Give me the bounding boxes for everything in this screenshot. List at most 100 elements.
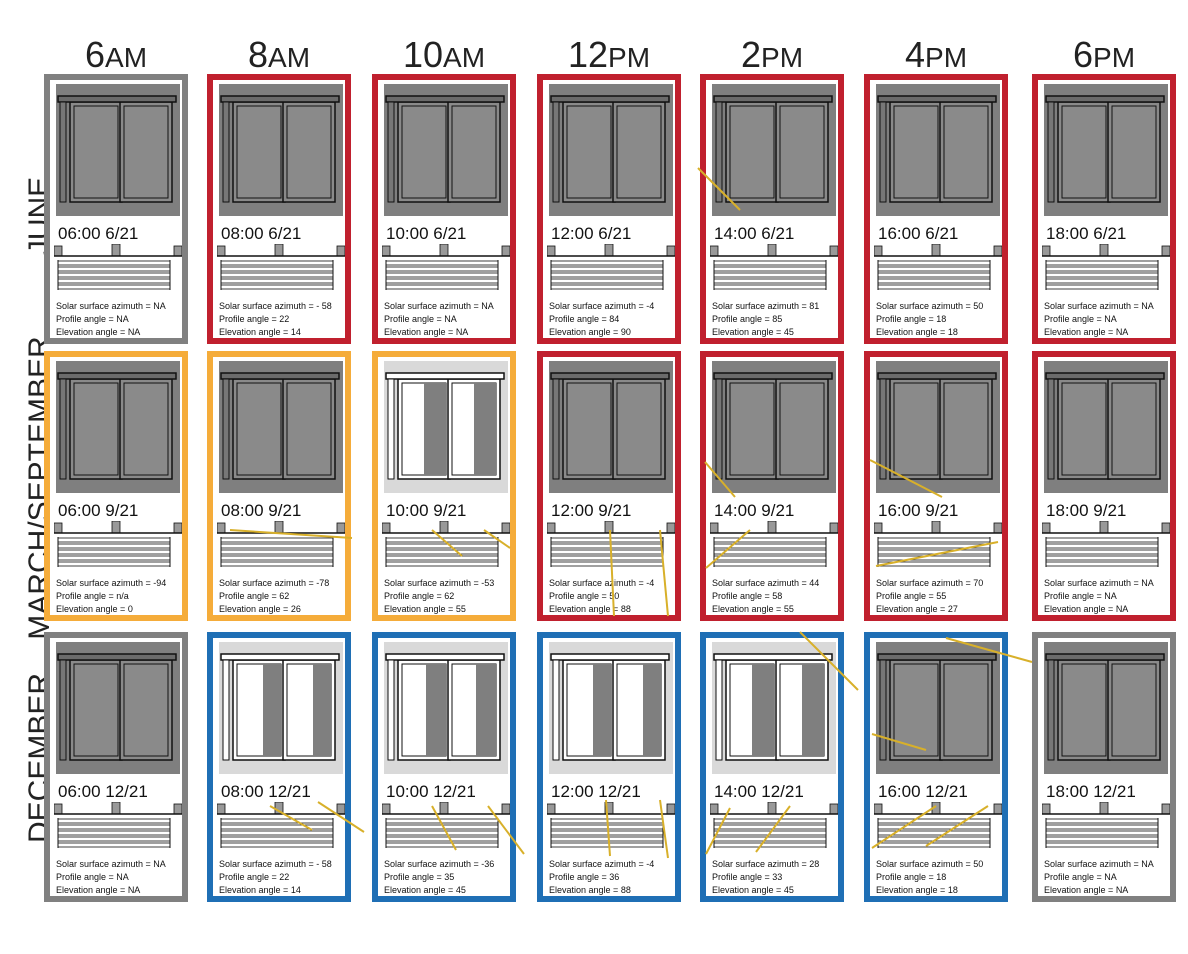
elevation-label: Elevation angle = bbox=[219, 327, 291, 337]
azimuth-line: Solar surface azimuth = 50 bbox=[876, 858, 983, 871]
azimuth-label: Solar surface azimuth = bbox=[1044, 301, 1142, 311]
solar-angle-info: Solar surface azimuth = NA Profile angle … bbox=[1044, 300, 1154, 339]
column-hour: 2 bbox=[740, 34, 762, 75]
azimuth-label: Solar surface azimuth = bbox=[712, 859, 810, 869]
elevation-value: 45 bbox=[783, 885, 794, 895]
timestamp-label: 14:00 6/21 bbox=[714, 224, 795, 243]
azimuth-label: Solar surface azimuth = bbox=[56, 859, 154, 869]
azimuth-value: - 58 bbox=[316, 301, 332, 311]
azimuth-value: -53 bbox=[481, 578, 495, 588]
louver-plan-section bbox=[874, 521, 1002, 567]
window-elevation-illustration bbox=[876, 84, 1000, 216]
azimuth-value: 44 bbox=[809, 578, 820, 588]
azimuth-label: Solar surface azimuth = bbox=[712, 301, 810, 311]
elevation-label: Elevation angle = bbox=[384, 885, 456, 895]
profile-label: Profile angle = bbox=[712, 591, 773, 601]
profile-label: Profile angle = bbox=[549, 314, 610, 324]
shading-study-cell: 06:00 12/21 Solar surface azimuth = NA Pro… bbox=[44, 632, 188, 902]
elevation-line: Elevation angle = NA bbox=[1044, 603, 1154, 616]
elevation-line: Elevation angle = 14 bbox=[219, 884, 332, 897]
azimuth-value: -78 bbox=[316, 578, 330, 588]
column-hour: 6 bbox=[84, 34, 106, 75]
solar-angle-info: Solar surface azimuth = NA Profile angle … bbox=[384, 300, 494, 339]
shading-study-cell: 10:00 6/21 Solar surface azimuth = NA Prof… bbox=[372, 74, 516, 344]
azimuth-line: Solar surface azimuth = 81 bbox=[712, 300, 819, 313]
window-elevation-illustration bbox=[549, 642, 673, 774]
elevation-line: Elevation angle = NA bbox=[384, 326, 494, 339]
profile-value: 22 bbox=[279, 314, 290, 324]
column-ampm: PM bbox=[761, 42, 804, 73]
timestamp-label: 12:00 6/21 bbox=[551, 224, 632, 243]
window-elevation-illustration bbox=[549, 361, 673, 493]
solar-angle-info: Solar surface azimuth = -78 Profile angle… bbox=[219, 577, 329, 616]
profile-label: Profile angle = bbox=[384, 591, 445, 601]
elevation-label: Elevation angle = bbox=[549, 604, 621, 614]
window-elevation-illustration bbox=[1044, 642, 1168, 774]
profile-value: 58 bbox=[772, 591, 783, 601]
profile-label: Profile angle = bbox=[219, 872, 280, 882]
window-elevation-illustration bbox=[384, 642, 508, 774]
azimuth-line: Solar surface azimuth = -94 bbox=[56, 577, 166, 590]
profile-value: 55 bbox=[936, 591, 947, 601]
azimuth-label: Solar surface azimuth = bbox=[384, 859, 482, 869]
shading-study-cell: 08:00 12/21 Solar surface azimuth = - 58 P… bbox=[207, 632, 351, 902]
profile-label: Profile angle = bbox=[1044, 872, 1105, 882]
profile-value: 35 bbox=[444, 872, 455, 882]
window-elevation-illustration bbox=[712, 642, 836, 774]
elevation-value: 26 bbox=[290, 604, 301, 614]
profile-line: Profile angle = 35 bbox=[384, 871, 494, 884]
azimuth-label: Solar surface azimuth = bbox=[549, 578, 647, 588]
window-elevation-illustration bbox=[384, 361, 508, 493]
column-header: 6AM bbox=[41, 34, 191, 76]
azimuth-value: -36 bbox=[481, 859, 495, 869]
louver-plan-section bbox=[710, 521, 838, 567]
elevation-label: Elevation angle = bbox=[384, 604, 456, 614]
azimuth-value: NA bbox=[481, 301, 494, 311]
elevation-label: Elevation angle = bbox=[1044, 327, 1116, 337]
profile-value: NA bbox=[444, 314, 457, 324]
azimuth-line: Solar surface azimuth = -36 bbox=[384, 858, 494, 871]
azimuth-label: Solar surface azimuth = bbox=[876, 859, 974, 869]
elevation-label: Elevation angle = bbox=[1044, 885, 1116, 895]
louver-plan-section bbox=[1042, 521, 1170, 567]
elevation-label: Elevation angle = bbox=[876, 327, 948, 337]
timestamp-label: 14:00 9/21 bbox=[714, 501, 795, 520]
solar-angle-info: Solar surface azimuth = 28 Profile angle … bbox=[712, 858, 819, 897]
solar-angle-info: Solar surface azimuth = 70 Profile angle … bbox=[876, 577, 983, 616]
profile-value: NA bbox=[1104, 314, 1117, 324]
timestamp-label: 06:00 9/21 bbox=[58, 501, 139, 520]
elevation-label: Elevation angle = bbox=[219, 885, 291, 895]
azimuth-line: Solar surface azimuth = NA bbox=[1044, 577, 1154, 590]
elevation-label: Elevation angle = bbox=[56, 327, 128, 337]
solar-angle-info: Solar surface azimuth = NA Profile angle … bbox=[56, 858, 166, 897]
azimuth-label: Solar surface azimuth = bbox=[1044, 578, 1142, 588]
column-hour: 8 bbox=[247, 34, 269, 75]
shading-study-cell: 18:00 6/21 Solar surface azimuth = NA Prof… bbox=[1032, 74, 1176, 344]
azimuth-line: Solar surface azimuth = -53 bbox=[384, 577, 494, 590]
elevation-line: Elevation angle = 55 bbox=[712, 603, 819, 616]
timestamp-label: 12:00 9/21 bbox=[551, 501, 632, 520]
window-elevation-illustration bbox=[876, 361, 1000, 493]
azimuth-line: Solar surface azimuth = NA bbox=[1044, 858, 1154, 871]
elevation-value: 45 bbox=[455, 885, 466, 895]
column-header: 2PM bbox=[697, 34, 847, 76]
solar-angle-info: Solar surface azimuth = - 58 Profile angl… bbox=[219, 300, 332, 339]
azimuth-line: Solar surface azimuth = NA bbox=[56, 858, 166, 871]
solar-angle-info: Solar surface azimuth = NA Profile angle … bbox=[1044, 858, 1154, 897]
elevation-line: Elevation angle = 0 bbox=[56, 603, 166, 616]
timestamp-label: 10:00 9/21 bbox=[386, 501, 467, 520]
elevation-label: Elevation angle = bbox=[384, 327, 456, 337]
window-elevation-illustration bbox=[384, 84, 508, 216]
elevation-value: NA bbox=[455, 327, 469, 337]
shading-study-cell: 14:00 12/21 Solar surface azimuth = 28 Pro… bbox=[700, 632, 844, 902]
azimuth-line: Solar surface azimuth = NA bbox=[56, 300, 166, 313]
window-elevation-illustration bbox=[876, 642, 1000, 774]
solar-angle-info: Solar surface azimuth = -4 Profile angle … bbox=[549, 858, 654, 897]
shading-study-cell: 16:00 6/21 Solar surface azimuth = 50 Prof… bbox=[864, 74, 1008, 344]
solar-angle-info: Solar surface azimuth = 81 Profile angle … bbox=[712, 300, 819, 339]
timestamp-label: 10:00 12/21 bbox=[386, 782, 476, 801]
profile-label: Profile angle = bbox=[56, 872, 117, 882]
timestamp-label: 12:00 12/21 bbox=[551, 782, 641, 801]
profile-value: 62 bbox=[279, 591, 290, 601]
window-elevation-illustration bbox=[219, 84, 343, 216]
